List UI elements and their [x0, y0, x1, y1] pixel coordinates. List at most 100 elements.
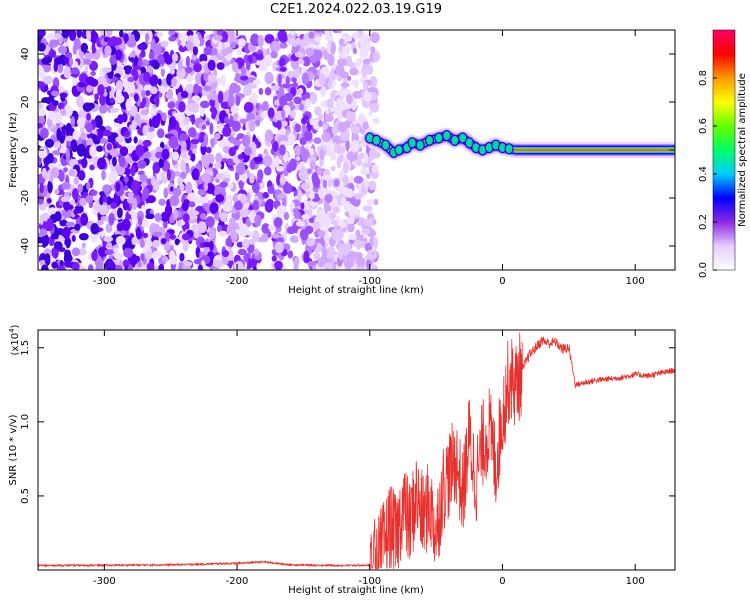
- heatmap-cell: [86, 112, 91, 122]
- heatmap-cell: [218, 212, 229, 219]
- heatmap-cell: [133, 136, 138, 144]
- heatmap-cell: [217, 90, 224, 104]
- heatmap-cell: [190, 138, 200, 145]
- heatmap-cell: [309, 92, 318, 104]
- heatmap-cell: [186, 40, 194, 51]
- heatmap-cell: [326, 246, 336, 259]
- heatmap-cell: [143, 151, 152, 159]
- heatmap-cell: [84, 58, 92, 66]
- heatmap-cell: [201, 172, 211, 184]
- heatmap-cell: [323, 262, 334, 269]
- heatmap-cell: [137, 216, 143, 226]
- heatmap-cell: [98, 204, 108, 216]
- ridge-blob: [504, 143, 514, 155]
- heatmap-cell: [76, 30, 82, 39]
- heatmap-cell: [44, 138, 55, 148]
- heatmap-cell: [182, 213, 190, 223]
- heatmap-cell: [365, 173, 371, 179]
- heatmap-cell: [57, 62, 64, 74]
- heatmap-y-tick-label: -40: [20, 238, 31, 254]
- snr-x-tick-label: -300: [93, 576, 116, 587]
- heatmap-cell: [38, 122, 44, 129]
- heatmap-cell: [181, 233, 190, 241]
- heatmap-cell: [89, 164, 95, 171]
- heatmap-cell: [216, 62, 225, 70]
- heatmap-cell: [241, 134, 251, 147]
- heatmap-cell: [334, 143, 342, 154]
- heatmap-cell: [207, 73, 217, 84]
- heatmap-cell: [65, 122, 72, 134]
- heatmap-cell: [221, 74, 226, 88]
- heatmap-cell: [62, 226, 71, 239]
- heatmap-cell: [112, 156, 117, 167]
- heatmap-cell: [126, 82, 136, 94]
- heatmap-cell: [168, 116, 177, 129]
- heatmap-cell: [345, 94, 353, 104]
- heatmap-cell: [218, 140, 228, 149]
- heatmap-cell: [123, 247, 134, 258]
- heatmap-cell: [328, 73, 337, 82]
- heatmap-cell: [97, 84, 105, 97]
- heatmap-x-tick-label: -200: [226, 276, 249, 287]
- snr-panel: -300 -200 -100 0 100 0.5 1.0 1.5 Height of str…: [8, 324, 676, 596]
- heatmap-cell: [106, 143, 113, 151]
- heatmap-cell: [309, 147, 315, 157]
- heatmap-cell: [49, 174, 54, 183]
- heatmap-cell: [176, 220, 182, 227]
- heatmap-cell: [69, 199, 77, 206]
- heatmap-cell: [135, 144, 145, 157]
- heatmap-cell: [54, 188, 60, 195]
- heatmap-cell: [96, 220, 105, 226]
- heatmap-cell: [201, 124, 207, 130]
- heatmap-cell: [230, 105, 239, 114]
- heatmap-cell: [300, 145, 305, 156]
- heatmap-cell: [351, 132, 360, 143]
- heatmap-cell: [264, 86, 272, 96]
- ridge-blob: [371, 134, 382, 146]
- heatmap-cell: [124, 265, 129, 270]
- heatmap-cell: [274, 241, 285, 254]
- heatmap-cell: [126, 196, 135, 204]
- heatmap-cell: [291, 48, 296, 55]
- heatmap-cell: [39, 214, 44, 226]
- heatmap-cell: [163, 51, 170, 59]
- heatmap-cell: [279, 175, 286, 186]
- heatmap-cell: [40, 127, 49, 139]
- heatmap-cell: [152, 250, 162, 260]
- heatmap-cell: [173, 208, 179, 221]
- heatmap-cell: [228, 30, 236, 41]
- heatmap-cell: [115, 49, 123, 61]
- heatmap-cell: [65, 221, 76, 227]
- heatmap-cell: [253, 115, 259, 121]
- heatmap-cell: [166, 168, 172, 181]
- heatmap-cell: [359, 35, 368, 48]
- heatmap-cell: [328, 212, 337, 220]
- heatmap-cell: [211, 93, 218, 101]
- heatmap-cell: [124, 30, 129, 35]
- heatmap-cell: [161, 148, 170, 160]
- heatmap-cell: [209, 240, 214, 252]
- heatmap-cell: [142, 139, 152, 147]
- heatmap-cell: [369, 147, 378, 160]
- heatmap-cell: [287, 132, 296, 145]
- heatmap-cell: [293, 264, 299, 270]
- heatmap-cell: [51, 261, 59, 269]
- heatmap-cell: [141, 89, 146, 99]
- heatmap-cell: [136, 60, 144, 67]
- heatmap-cell: [303, 115, 309, 122]
- heatmap-cell: [98, 247, 104, 256]
- colorbar-tick-label: 0.6: [698, 118, 709, 134]
- heatmap-cell: [142, 187, 150, 199]
- heatmap-cell: [86, 137, 94, 148]
- heatmap-cell: [274, 155, 280, 168]
- heatmap-cell: [351, 124, 360, 135]
- heatmap-cell: [51, 233, 59, 240]
- heatmap-cell: [285, 75, 290, 86]
- heatmap-cell: [90, 223, 100, 235]
- heatmap-cell: [66, 210, 72, 219]
- heatmap-y-label: Frequency (Hz): [8, 112, 19, 188]
- heatmap-cell: [318, 120, 323, 127]
- heatmap-cell: [209, 122, 214, 135]
- snr-line: [38, 332, 675, 570]
- heatmap-cell: [243, 146, 252, 156]
